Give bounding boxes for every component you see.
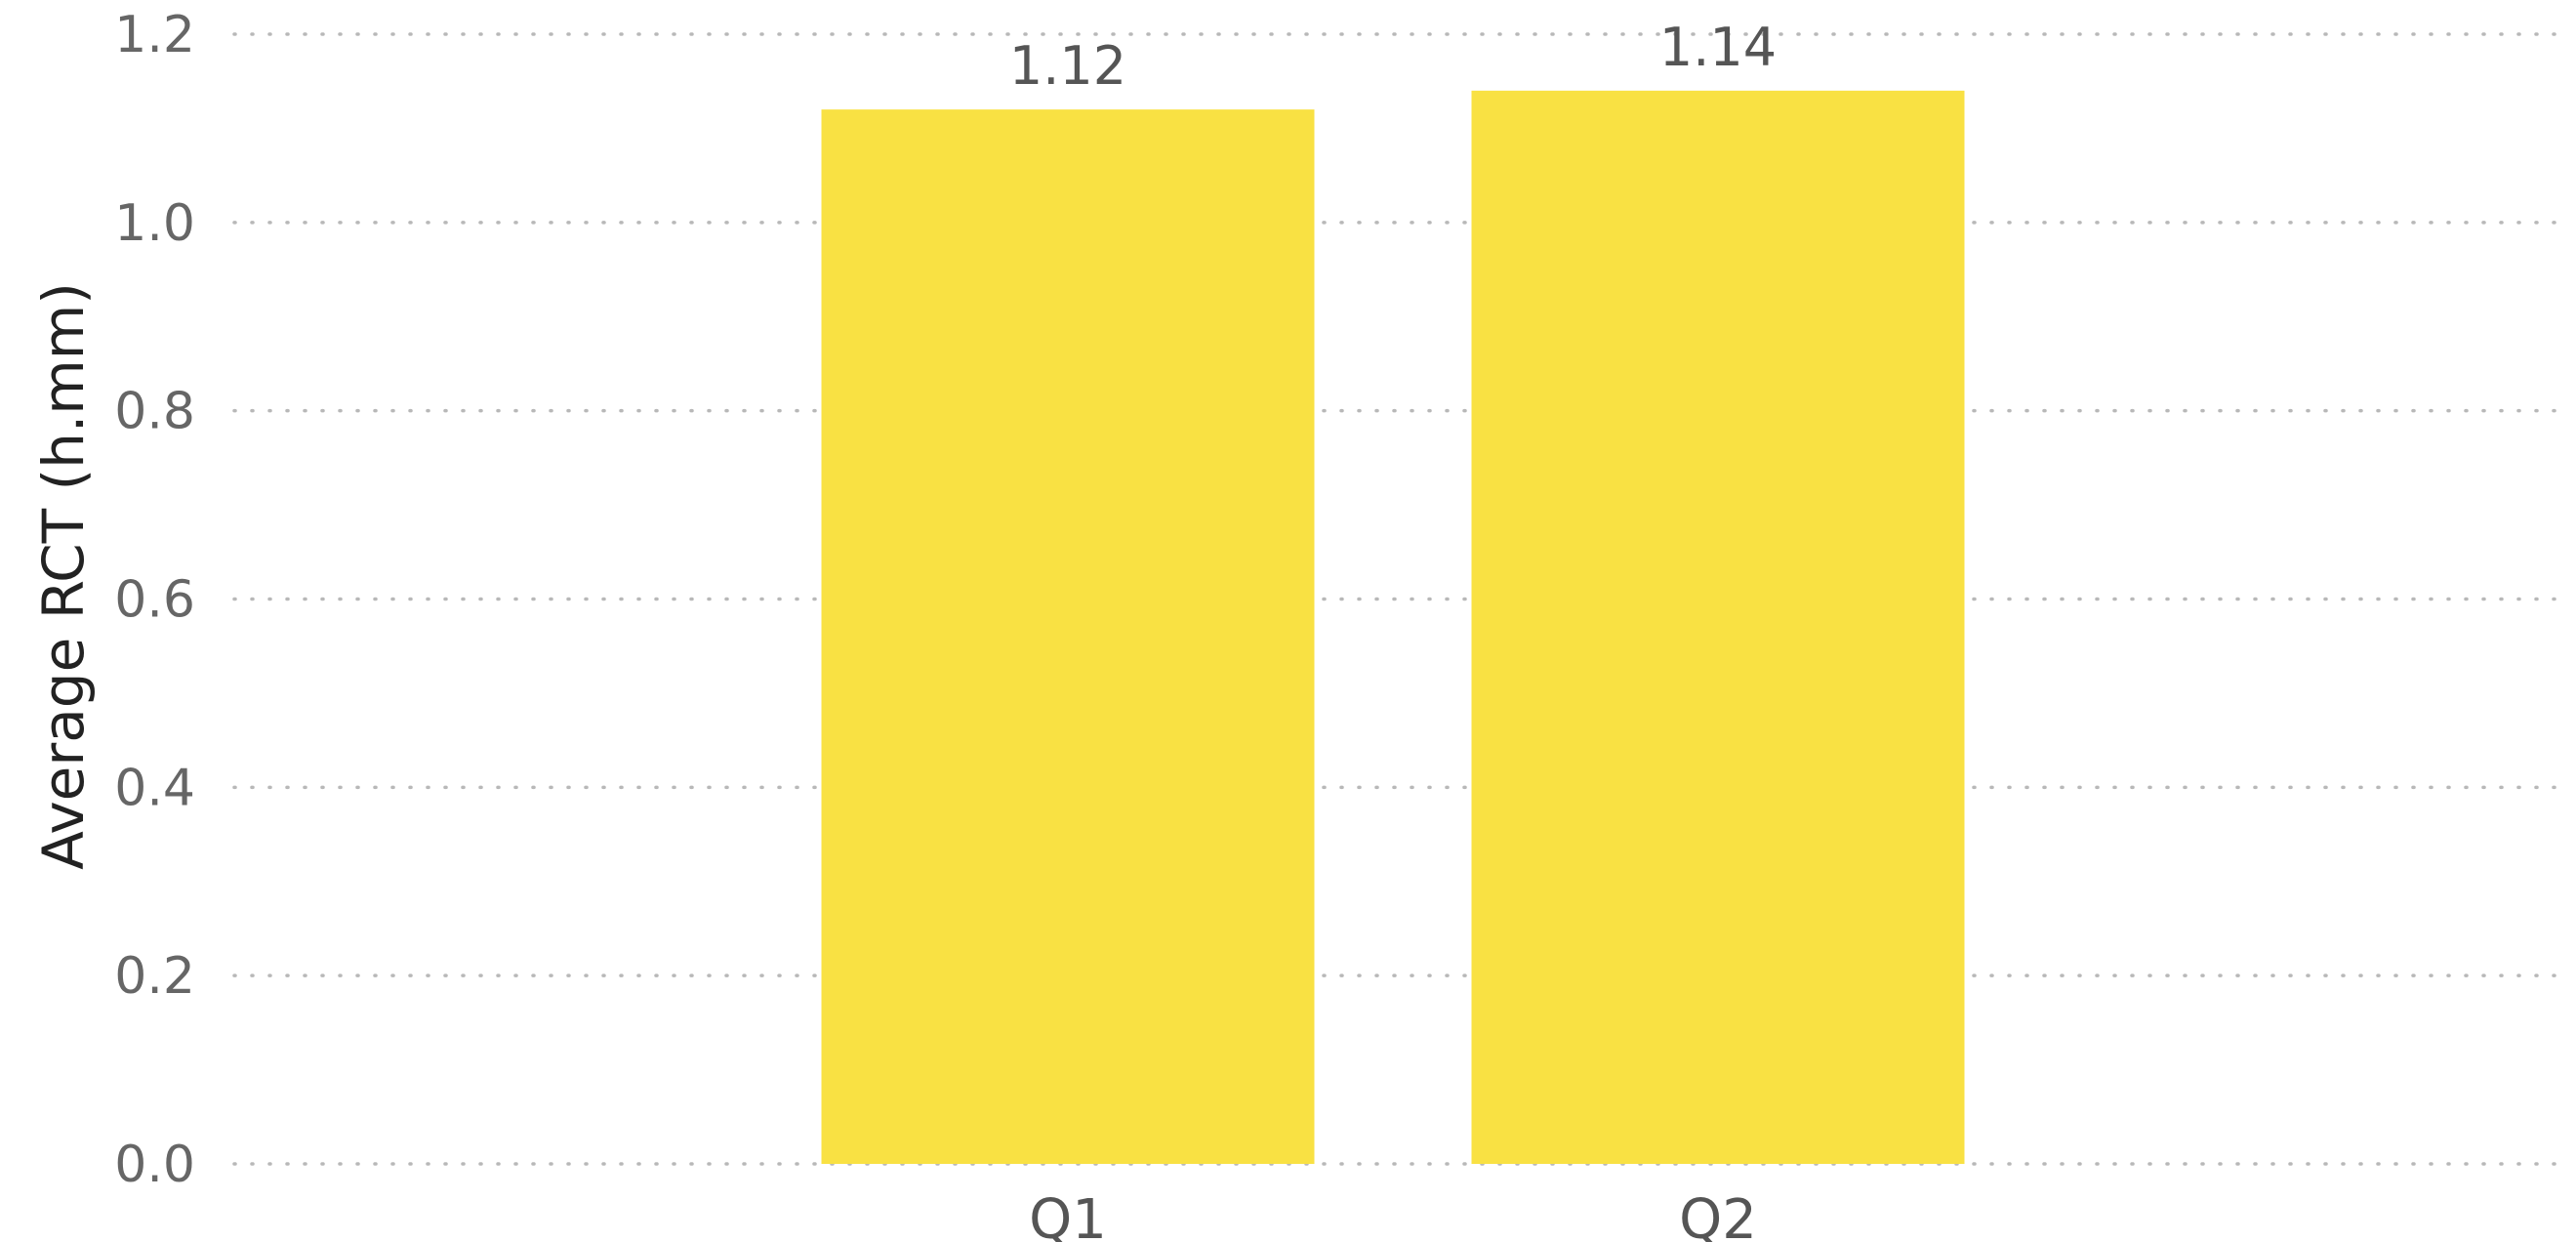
bars [821,90,1965,1165]
gridlines [232,32,2559,1166]
bar-q2 [1471,90,1965,1165]
y-tick-label: 1.0 [114,194,195,253]
y-tick-label: 0.6 [114,571,195,630]
y-tick-label: 0.2 [114,947,195,1006]
y-axis-ticks: 0.0 0.2 0.4 0.6 0.8 1.0 1.2 [114,6,195,1194]
bar-q1 [821,109,1315,1165]
y-tick-label: 0.4 [114,759,195,817]
y-tick-label: 0.8 [114,383,195,441]
x-tick-label: Q2 [1679,1188,1757,1242]
data-label: 1.12 [1009,35,1126,97]
data-label: 1.14 [1659,17,1777,78]
x-axis-ticks: Q1 Q2 [1029,1188,1757,1242]
y-tick-label: 0.0 [114,1136,195,1194]
data-labels: 1.12 1.14 [1009,17,1777,97]
y-tick-label: 1.2 [114,6,195,64]
y-axis-title: Average RCT (h.mm) [30,282,97,870]
x-tick-label: Q1 [1029,1188,1107,1242]
